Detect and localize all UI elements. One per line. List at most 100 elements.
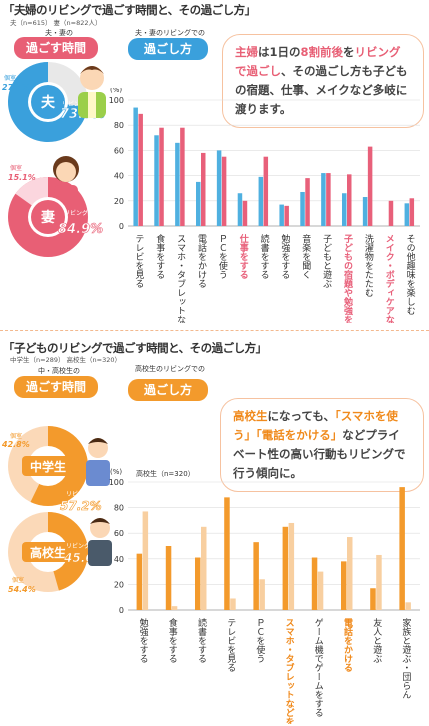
bar	[321, 173, 326, 226]
s2-time-pill: 過ごす時間	[14, 376, 98, 398]
bar	[165, 546, 172, 610]
category-label: テレビを見る	[225, 618, 236, 672]
bar	[388, 200, 394, 226]
chart1: (%) 0 20 40 60 80 100 テレビを見る 食事をする スマホ・タブレットなどを使う…	[109, 88, 420, 323]
category-label: 音楽を聞く	[300, 233, 311, 279]
chart-ylabel: (%)	[110, 88, 122, 94]
bar	[311, 557, 318, 610]
category-label: メイク・ボディケアなど	[384, 234, 395, 323]
category-label: ＰＣを使う	[254, 618, 265, 663]
s2-bubble-text-0: 高校生	[233, 409, 268, 423]
s1-bubble: 主婦は1日の8割前後をリビングで過ごし、その過ごし方も子どもの宿題、仕事、メイク…	[222, 34, 424, 128]
s1-bubble-text-2: 8割前後	[300, 45, 344, 59]
bar	[136, 553, 143, 610]
donut-junior-room-label: 個室	[10, 432, 22, 440]
bar	[201, 526, 207, 610]
category-label: 電話をかける	[196, 234, 207, 288]
bar	[258, 176, 264, 226]
category-label: 食事をする	[167, 617, 178, 663]
category-label: 仕事をする	[238, 233, 250, 279]
category-label: 食事をする	[154, 233, 165, 279]
chart-label: 高校生（n=320）	[136, 469, 195, 478]
bar	[216, 150, 222, 226]
y-tick-label: 0	[119, 606, 124, 615]
donut-husband-person: 夫	[41, 94, 56, 111]
bar	[253, 542, 259, 610]
husband-illustration	[78, 66, 106, 118]
y-tick-label: 20	[114, 197, 124, 206]
donut-junior: 中学生 個室 42.8% リビング 57.2%	[1, 426, 102, 513]
category-label: ＰＣを使う	[217, 234, 228, 279]
donut-wife-room-label: 個室	[10, 164, 22, 172]
wife-illustration	[53, 156, 79, 197]
donut-junior-living-pct: 57.2%	[60, 499, 102, 513]
category-label: 勉強をする	[279, 233, 290, 279]
category-label: ゲーム機でゲームをする	[313, 618, 324, 717]
category-label: 読書をする	[196, 617, 207, 663]
bar	[404, 203, 410, 226]
bar	[279, 204, 284, 226]
bar	[142, 511, 149, 610]
s1-style-pill: 過ごし方	[128, 38, 208, 60]
donut-wife-living-pct: 84.9%	[58, 222, 103, 237]
donut-wife: 妻 個室 15.1% リビング 84.9%	[8, 164, 103, 257]
bar	[284, 205, 289, 226]
s1-style-caption: 夫・妻のリビングでの	[135, 29, 205, 37]
s1-bubble-text-3: を	[343, 45, 355, 59]
category-label: 友人と遊ぶ	[371, 617, 382, 663]
donut-junior-person: 中学生	[30, 459, 66, 474]
y-tick-label: 0	[119, 222, 124, 231]
bar	[175, 142, 180, 226]
section1-sample: 夫（n=615） 妻（n=822人）	[10, 19, 102, 27]
bar	[259, 579, 265, 610]
category-label: スマホ・タブレットなどを使う	[175, 234, 186, 323]
bar	[305, 178, 310, 226]
category-label: 子どもと遊ぶ	[321, 234, 332, 288]
senior-illustration	[88, 518, 112, 566]
bar	[362, 197, 368, 226]
category-label: テレビを見る	[133, 234, 144, 288]
bar	[237, 193, 243, 226]
bar	[405, 602, 411, 610]
section-divider	[0, 330, 429, 331]
bar	[180, 127, 185, 226]
s2-bubble-text-1: になっても、	[267, 409, 336, 423]
bar	[154, 135, 159, 226]
y-tick-label: 60	[114, 146, 124, 155]
donut-junior-room-pct: 42.8%	[1, 440, 30, 449]
bar	[399, 487, 405, 610]
bar	[341, 561, 347, 610]
donut-husband-room-label: 個室	[4, 74, 16, 82]
s1-donut-area: 夫 個室 27.0% リビング 73.0% 妻 個室 15.1% リビング 84…	[2, 62, 106, 257]
bar	[221, 156, 227, 226]
section2-title: 「子どものリビングで過ごす時間と、その過ごし方」	[3, 341, 267, 355]
category-label: 電話をかける	[342, 618, 353, 672]
category-label: 洗濯物をたたむ	[363, 233, 374, 297]
bar	[326, 173, 331, 226]
category-label: 子どもの宿題や勉強を見る	[342, 234, 354, 323]
bar	[367, 146, 373, 226]
bar	[317, 571, 324, 610]
y-tick-label: 40	[114, 555, 124, 564]
donut-senior-living-label: リビング	[66, 542, 90, 550]
y-tick-label: 100	[109, 478, 124, 487]
y-tick-label: 80	[114, 504, 124, 513]
donut-wife-room-pct: 15.1%	[8, 173, 36, 182]
donut-wife-person: 妻	[41, 209, 55, 226]
category-label: 勉強をする	[138, 617, 149, 663]
bar	[376, 554, 382, 610]
s2-bubble: 高校生になっても、「スマホを使う」「電話をかける」などプライベート性の高い行動も…	[220, 398, 424, 492]
bar	[159, 127, 164, 226]
bar	[201, 152, 206, 226]
donut-husband-living-label: リビング	[62, 100, 86, 108]
y-tick-label: 80	[114, 121, 124, 130]
s1-bubble-text-5: 、その過ごし方も子どもの宿題、仕事、メイクなど多岐に渡ります。	[235, 64, 408, 116]
s1-time-caption: 夫・妻の	[45, 29, 73, 37]
bar	[230, 598, 236, 610]
bar	[347, 174, 352, 226]
donut-senior-room-label: 個室	[12, 576, 24, 584]
s1-bubble-text-4: リビングで過ごし	[235, 45, 401, 78]
s2-time-caption: 中・高校生の	[38, 367, 80, 375]
category-label: 家族と遊ぶ・団らん	[400, 617, 411, 699]
bar	[242, 200, 248, 226]
